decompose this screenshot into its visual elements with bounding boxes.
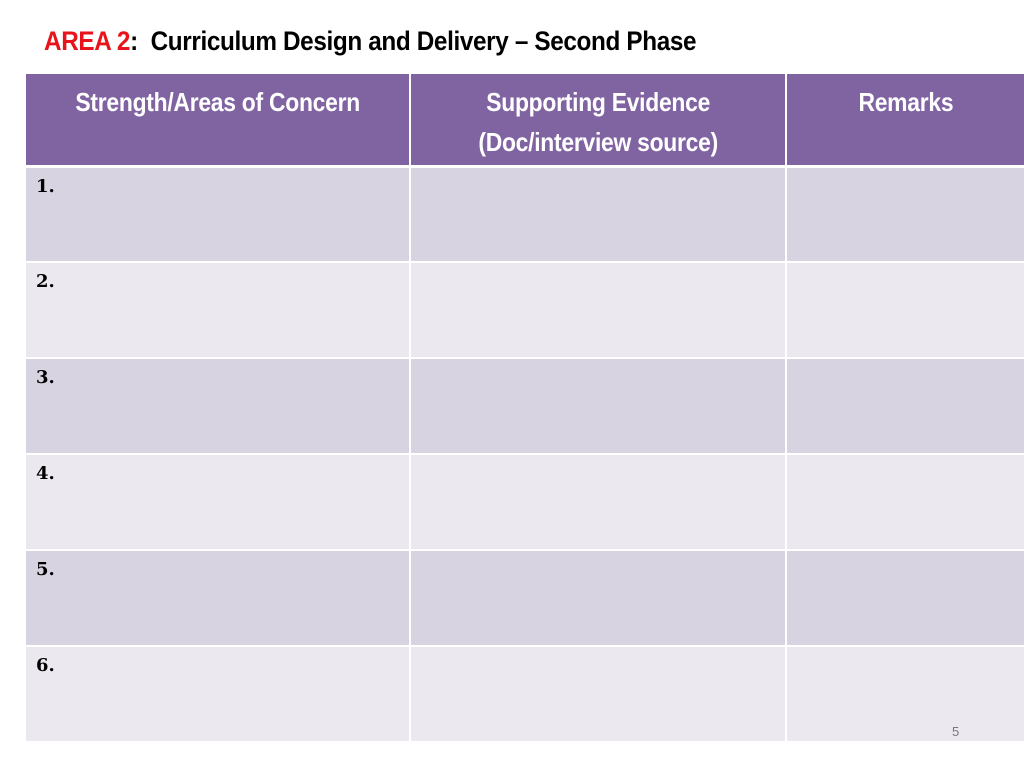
row-number-cell[interactable]: 1. xyxy=(26,166,411,263)
row-number-cell[interactable]: 3. xyxy=(26,358,411,455)
table-row: 3. xyxy=(26,358,1024,455)
table-row: 6. xyxy=(26,646,1024,743)
evidence-cell[interactable] xyxy=(410,166,787,263)
remarks-cell[interactable] xyxy=(786,646,1024,743)
evidence-cell[interactable] xyxy=(410,646,787,743)
header-supporting-evidence: Supporting Evidence (Doc/interview sourc… xyxy=(410,74,787,168)
evidence-cell[interactable] xyxy=(410,550,787,647)
table-row: 5. xyxy=(26,550,1024,647)
row-number-cell[interactable]: 6. xyxy=(26,646,411,743)
table-row: 4. xyxy=(26,454,1024,551)
row-number-cell[interactable]: 5. xyxy=(26,550,411,647)
remarks-cell[interactable] xyxy=(786,550,1024,647)
title-separator: : xyxy=(130,26,138,56)
header-remarks: Remarks xyxy=(786,74,1024,168)
title-text: Curriculum Design and Delivery – Second … xyxy=(150,26,697,56)
header-strength-areas: Strength/Areas of Concern xyxy=(26,74,411,168)
table-row: 1. xyxy=(26,166,1024,263)
header-line: Supporting Evidence xyxy=(486,87,710,117)
table-row: 2. xyxy=(26,262,1024,359)
header-line: Strength/Areas of Concern xyxy=(75,87,360,117)
header-line: Remarks xyxy=(858,87,953,117)
evidence-cell[interactable] xyxy=(410,358,787,455)
remarks-cell[interactable] xyxy=(786,166,1024,263)
slide-title: AREA 2: Curriculum Design and Delivery –… xyxy=(44,26,697,57)
page-number: 5 xyxy=(952,724,960,739)
evaluation-table: Strength/Areas of Concern Supporting Evi… xyxy=(26,74,1024,743)
table-header-row: Strength/Areas of Concern Supporting Evi… xyxy=(26,74,1024,168)
row-number-cell[interactable]: 4. xyxy=(26,454,411,551)
evidence-cell[interactable] xyxy=(410,262,787,359)
remarks-cell[interactable] xyxy=(786,358,1024,455)
remarks-cell[interactable] xyxy=(786,262,1024,359)
remarks-cell[interactable] xyxy=(786,454,1024,551)
area-label: AREA 2 xyxy=(44,26,131,56)
header-line: (Doc/interview source) xyxy=(478,127,718,157)
evidence-cell[interactable] xyxy=(410,454,787,551)
row-number-cell[interactable]: 2. xyxy=(26,262,411,359)
